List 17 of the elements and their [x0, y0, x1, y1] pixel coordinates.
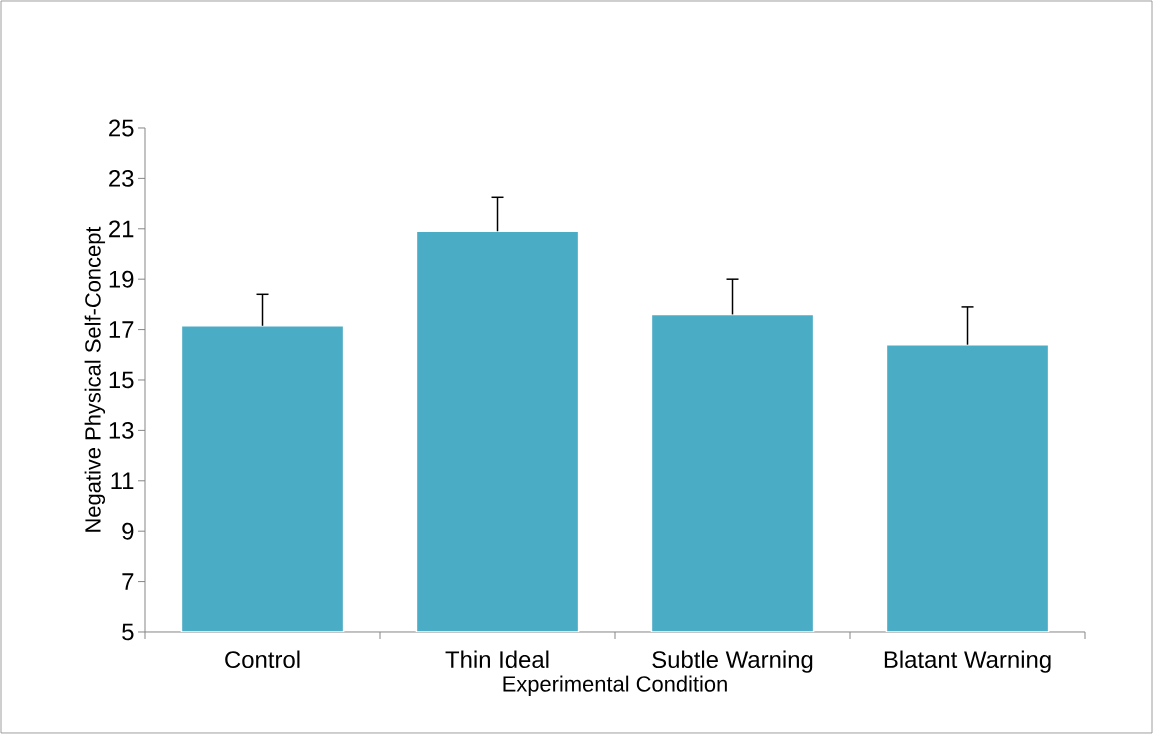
x-tick-label: Thin Ideal: [445, 650, 549, 669]
y-tick-label: 21: [109, 220, 134, 238]
y-tick-label: 15: [109, 371, 134, 389]
y-tick-label: 13: [109, 421, 134, 439]
y-tick-label: 23: [109, 169, 134, 187]
x-tick-label: Subtle Warning: [652, 650, 813, 673]
y-tick-label: 19: [109, 270, 134, 288]
y-tick-label: 17: [109, 321, 134, 338]
y-axis-title: Negative Physical Self-Concept: [84, 226, 106, 532]
y-tick-label: 7: [122, 573, 134, 590]
y-tick-label: 25: [109, 119, 134, 137]
y-tick-label: 9: [122, 522, 134, 540]
y-tick-label: 5: [122, 623, 134, 641]
x-tick-label: Blatant Warning: [884, 650, 1051, 673]
x-tick-label: Control: [225, 650, 300, 669]
y-tick-label: 11: [111, 472, 134, 490]
x-axis-title: Experimental Condition: [503, 675, 727, 697]
